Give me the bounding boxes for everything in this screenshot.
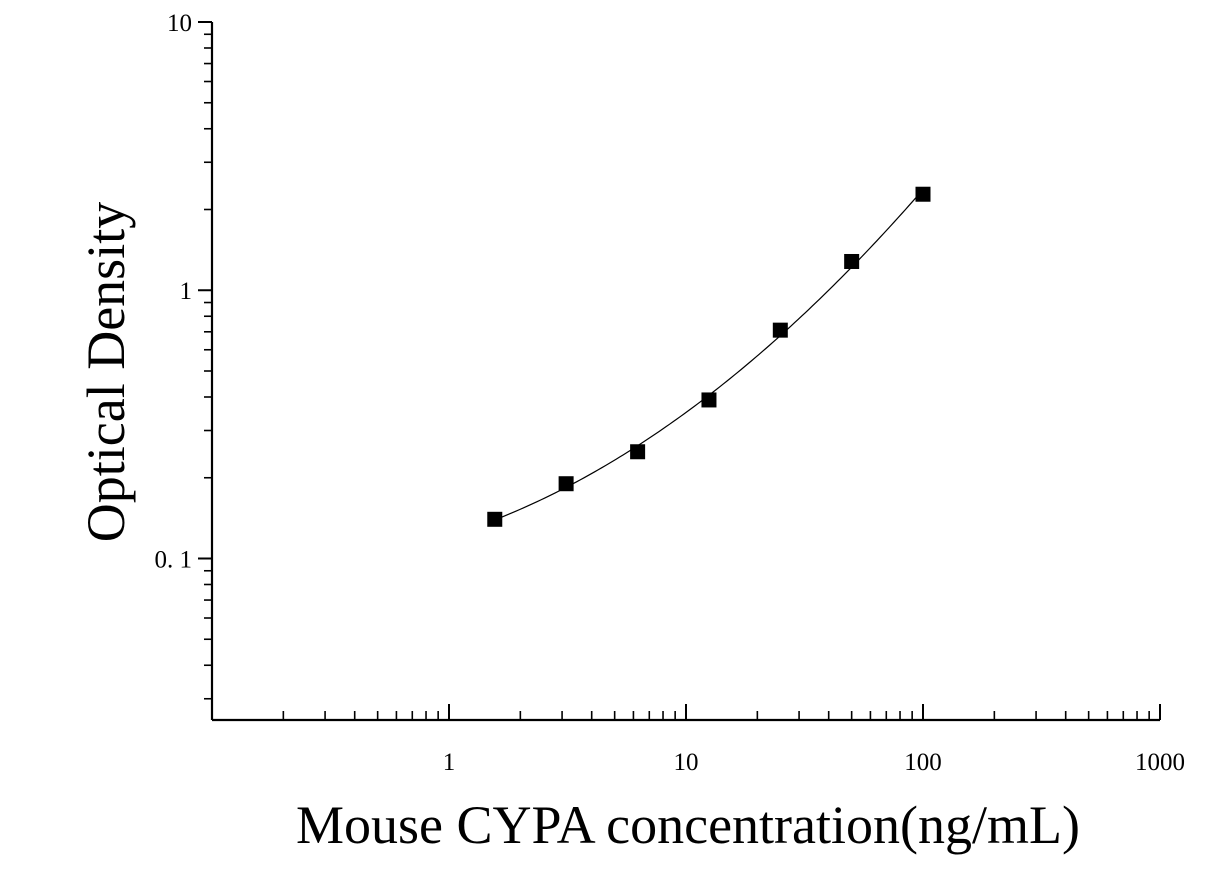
data-point xyxy=(630,444,646,460)
data-points xyxy=(487,186,931,527)
fit-curve xyxy=(494,189,924,521)
x-tick-label: 10 xyxy=(674,749,699,776)
data-point xyxy=(701,392,717,408)
y-axis-ticks: 0. 1 1 10 xyxy=(155,10,212,700)
data-point xyxy=(558,476,574,492)
fit-curve-layer xyxy=(494,189,924,521)
y-tick-label: 10 xyxy=(167,10,192,37)
x-tick-label: 100 xyxy=(904,749,942,776)
axes xyxy=(210,22,1160,722)
data-point xyxy=(772,322,788,338)
x-axis-title: Mouse CYPA concentration(ng/mL) xyxy=(296,795,1080,855)
x-tick-label: 1000 xyxy=(1135,749,1185,776)
data-point xyxy=(915,186,931,202)
x-axis-ticks: 1 10 100 1000 xyxy=(211,704,1185,776)
data-point xyxy=(844,253,860,269)
y-tick-label: 1 xyxy=(180,278,193,305)
data-point xyxy=(487,511,503,527)
x-tick-label: 1 xyxy=(443,749,456,776)
y-axis-title: Optical Density xyxy=(76,202,136,542)
y-tick-label: 0. 1 xyxy=(155,546,193,573)
